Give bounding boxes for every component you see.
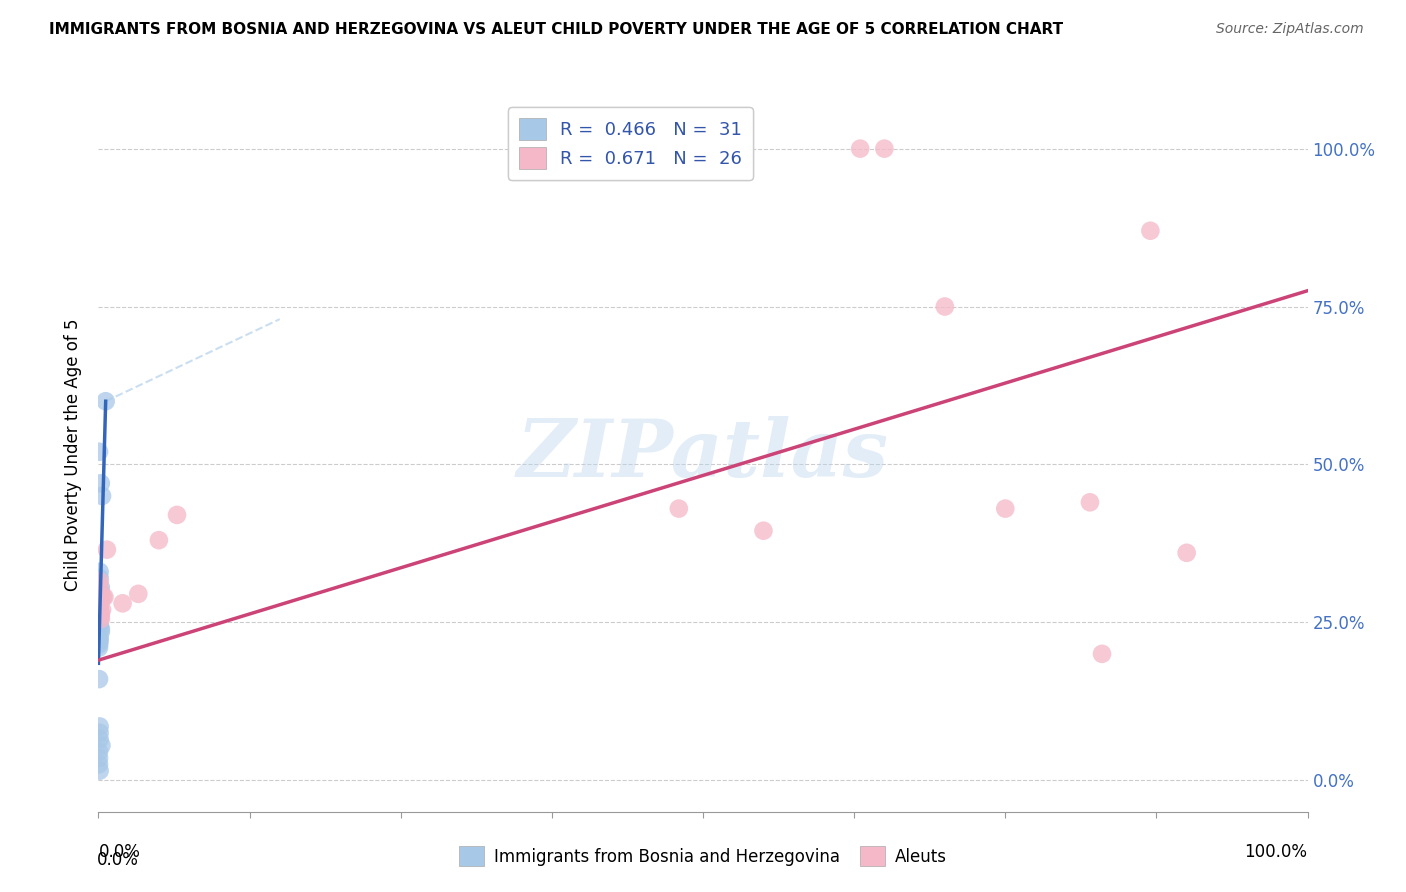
Point bbox=[127, 587, 149, 601]
Point bbox=[87, 640, 110, 655]
Point bbox=[89, 732, 111, 747]
Point bbox=[89, 599, 111, 614]
Point bbox=[90, 593, 112, 607]
Point bbox=[90, 476, 112, 491]
Point bbox=[89, 596, 111, 610]
Point bbox=[89, 609, 111, 624]
Text: Source: ZipAtlas.com: Source: ZipAtlas.com bbox=[1216, 22, 1364, 37]
Point bbox=[91, 489, 114, 503]
Point bbox=[89, 583, 111, 598]
Point bbox=[1078, 495, 1101, 509]
Point bbox=[94, 394, 117, 409]
Point bbox=[87, 751, 110, 765]
Point bbox=[87, 444, 110, 458]
Point bbox=[89, 581, 111, 595]
Point bbox=[1091, 647, 1114, 661]
Point bbox=[89, 618, 111, 632]
Point bbox=[752, 524, 775, 538]
Point bbox=[89, 764, 111, 778]
Point bbox=[1175, 546, 1198, 560]
Legend: Immigrants from Bosnia and Herzegovina, Aleuts: Immigrants from Bosnia and Herzegovina, … bbox=[451, 838, 955, 875]
Point bbox=[1139, 224, 1161, 238]
Point bbox=[89, 571, 111, 585]
Point bbox=[148, 533, 170, 548]
Point bbox=[87, 637, 110, 651]
Point bbox=[89, 574, 111, 589]
Point bbox=[89, 634, 111, 648]
Text: ZIPatlas: ZIPatlas bbox=[517, 417, 889, 493]
Point bbox=[166, 508, 188, 522]
Point bbox=[90, 624, 112, 639]
Point bbox=[111, 596, 134, 610]
Point bbox=[89, 726, 111, 740]
Point bbox=[90, 622, 112, 636]
Legend: R =  0.466   N =  31, R =  0.671   N =  26: R = 0.466 N = 31, R = 0.671 N = 26 bbox=[508, 107, 754, 180]
Point bbox=[87, 606, 110, 620]
Point bbox=[90, 606, 112, 620]
Point bbox=[87, 745, 110, 759]
Point bbox=[90, 612, 112, 626]
Text: 0.0%: 0.0% bbox=[98, 843, 141, 861]
Point bbox=[89, 599, 111, 614]
Point bbox=[849, 142, 872, 156]
Point bbox=[96, 542, 118, 557]
Point bbox=[91, 590, 114, 604]
Text: IMMIGRANTS FROM BOSNIA AND HERZEGOVINA VS ALEUT CHILD POVERTY UNDER THE AGE OF 5: IMMIGRANTS FROM BOSNIA AND HERZEGOVINA V… bbox=[49, 22, 1063, 37]
Point bbox=[89, 596, 111, 610]
Point bbox=[93, 590, 115, 604]
Y-axis label: Child Poverty Under the Age of 5: Child Poverty Under the Age of 5 bbox=[65, 318, 83, 591]
Point bbox=[994, 501, 1017, 516]
Point bbox=[873, 142, 896, 156]
Point bbox=[90, 587, 112, 601]
Text: 100.0%: 100.0% bbox=[1244, 843, 1308, 861]
Text: 0.0%: 0.0% bbox=[97, 851, 139, 869]
Point bbox=[89, 612, 111, 626]
Point bbox=[89, 631, 111, 645]
Point bbox=[87, 757, 110, 772]
Point bbox=[89, 590, 111, 604]
Point bbox=[90, 609, 112, 624]
Point bbox=[90, 581, 112, 595]
Point bbox=[87, 672, 110, 686]
Point bbox=[934, 300, 956, 314]
Point bbox=[89, 719, 111, 733]
Point bbox=[91, 602, 114, 616]
Point bbox=[668, 501, 690, 516]
Point bbox=[89, 565, 111, 579]
Point bbox=[90, 739, 112, 753]
